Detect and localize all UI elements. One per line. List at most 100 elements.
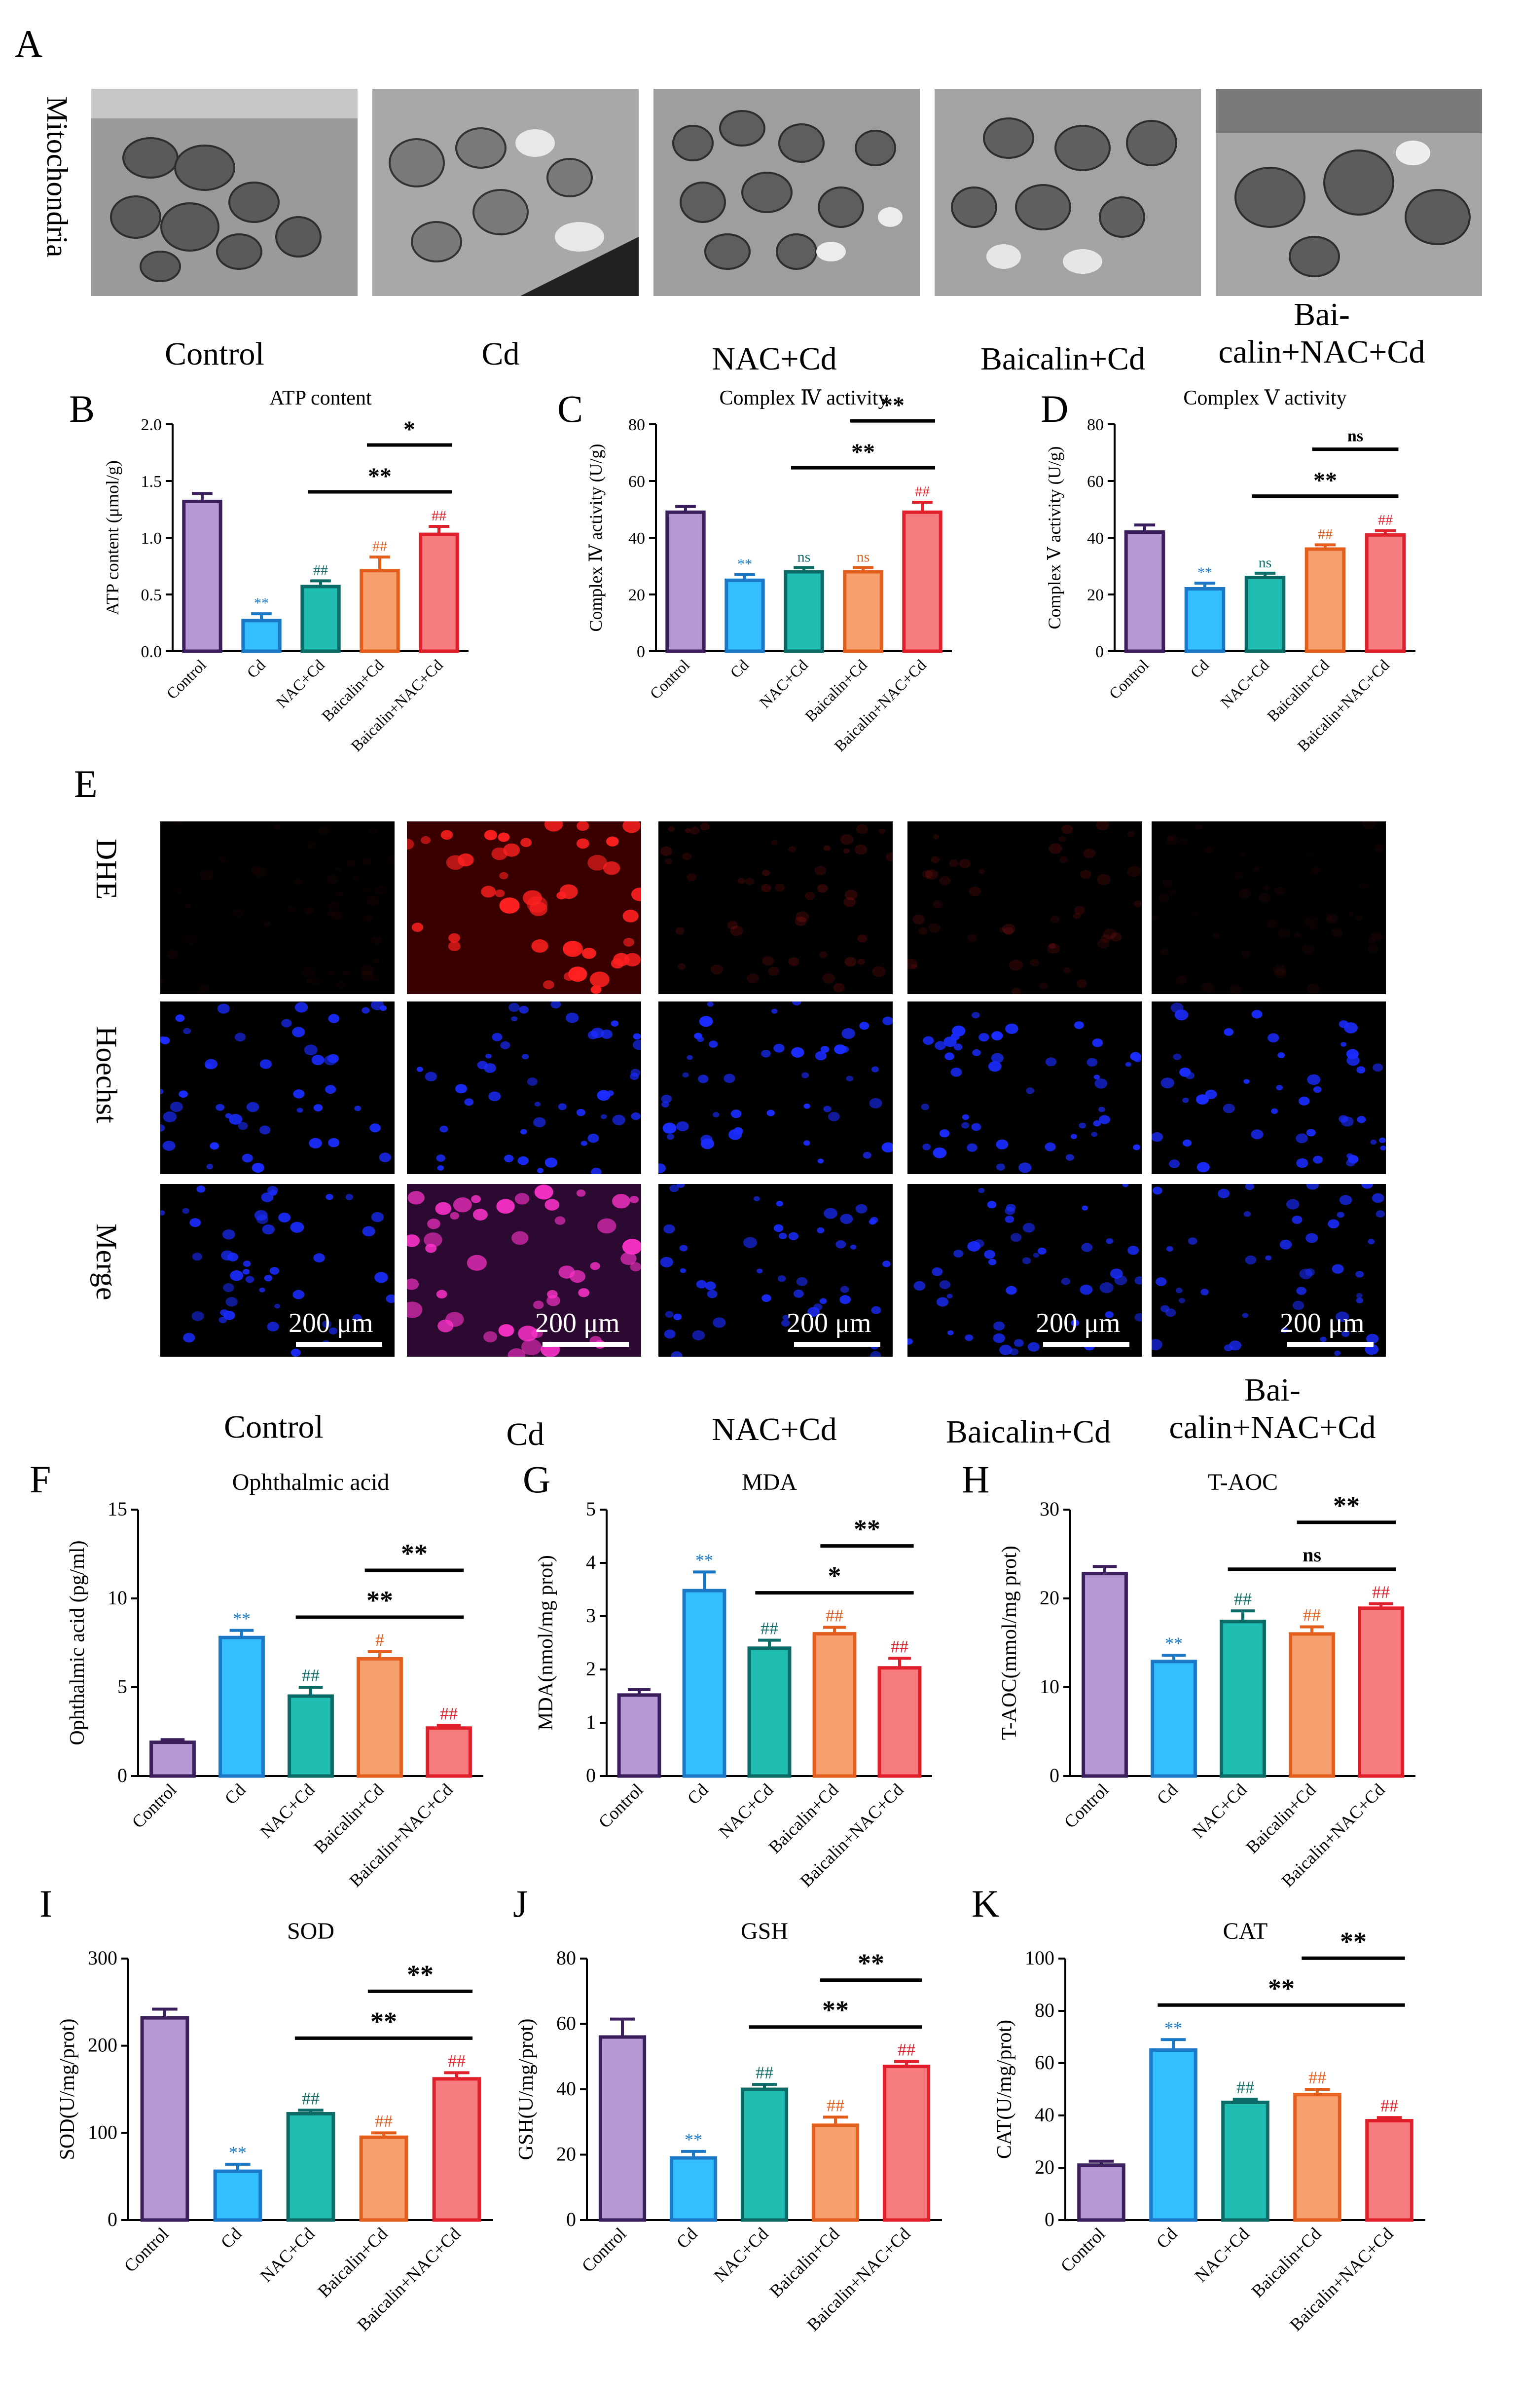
bar-F-0 [149,1741,196,1778]
nucleus [839,1295,851,1304]
comparison-label-G-0: * [828,1561,841,1591]
nucleus [407,1278,419,1290]
bar-C-0 [665,510,706,653]
nucleus [1045,1057,1057,1067]
nucleus [564,972,575,981]
nucleus [472,1209,488,1221]
category-label-B-0: Control [163,656,210,703]
nucleus [534,1102,541,1107]
scale-bar [794,1342,880,1347]
nucleus [425,1244,437,1253]
bar-I-4 [432,2077,481,2222]
nucleus [676,1121,689,1132]
nucleus [424,1232,442,1248]
bar-J-1 [669,2156,718,2222]
sig-label-I-4: ## [448,2051,466,2071]
bar-I-2 [286,2112,335,2222]
scale-bar-label: 200 μm [535,1308,620,1338]
sig-label-G-2: ## [760,1619,778,1638]
nucleus [788,846,796,852]
y-tick-label-C: 40 [628,529,645,548]
sig-label-D-1: ** [1197,564,1212,581]
chart-mda: MDA 0 1 2 3 4 5 MDA(nmol/mg prot) Control ** Cd ## N… [535,1469,932,1891]
category-label-G-0: Control [595,1779,647,1832]
nucleus [728,1129,742,1140]
nucleus [189,1218,201,1227]
nucleus [841,1028,855,1039]
nucleus [362,858,371,866]
nucleus [242,1269,250,1275]
scale-bar-label: 200 μm [1280,1308,1365,1338]
nucleus [182,1208,190,1214]
nucleus [1188,1237,1197,1245]
nucleus [931,856,940,863]
nucleus [1167,836,1174,841]
nucleus [856,824,869,834]
bar-K-0 [1077,2163,1125,2222]
bar-J-4 [882,2065,931,2222]
nucleus [1063,967,1071,973]
nucleus [173,821,183,826]
nucleus [882,1260,891,1267]
nucleus [1086,1058,1097,1067]
nucleus [200,869,214,881]
nucleus [882,1016,893,1026]
fluorescence-image [407,1001,641,1174]
nucleus [590,1262,600,1270]
nucleus [185,903,191,909]
nucleus [607,1090,614,1096]
panel-letter-i: I [39,1882,52,1925]
nucleus [1245,1255,1257,1264]
nucleus [679,1245,688,1252]
nucleus [661,1094,672,1104]
nucleus [746,973,759,983]
y-axis-label-C: Complex Ⅳ activity (U/g) [586,444,606,632]
chart-title-K: CAT [1223,1918,1268,1944]
nucleus [700,822,710,831]
nucleus [1134,1276,1142,1285]
nucleus [622,909,639,923]
fluorescence-image [1152,1001,1386,1174]
nucleus [1130,1052,1141,1061]
nucleus [1081,1243,1093,1252]
bar-D-3 [1304,547,1346,653]
nucleus [566,1012,579,1023]
nucleus [1238,889,1251,899]
panel-letter-k: K [972,1882,1000,1925]
fluorescence-image [407,821,641,994]
y-tick-label-K: 40 [1035,2104,1054,2126]
y-tick-label-D: 60 [1087,473,1104,491]
nucleus [425,1072,437,1081]
nucleus [587,1133,599,1143]
nucleus [448,941,461,952]
nucleus [885,852,893,861]
nucleus [448,933,460,943]
nucleus [623,938,635,947]
nucleus [774,884,785,892]
nucleus [1200,1289,1209,1296]
bar-D-4 [1365,533,1406,653]
nucleus [485,1053,492,1059]
bar-F-4 [426,1726,472,1778]
comparison-label-C-0: ** [851,439,875,465]
nucleus [1079,1122,1086,1129]
nucleus [871,1066,879,1073]
fluorescence-image [1152,821,1386,994]
category-label-H-3: Baicalin+Cd [1242,1779,1319,1857]
nucleus [362,1007,370,1014]
nucleus [859,1022,869,1030]
fluorescence-image [1152,1184,1386,1357]
nucleus [687,873,697,881]
nucleus [527,1077,538,1086]
nucleus [543,980,554,990]
nucleus [290,1348,301,1357]
nucleus [371,1212,384,1223]
scale-bar [543,1342,629,1347]
bar-J-3 [811,2123,860,2222]
comparison-label-H-1: ** [1333,1491,1360,1520]
nucleus [1196,1162,1210,1173]
bar-D-2 [1244,576,1286,653]
nucleus [563,941,579,955]
bar-G-2 [747,1646,792,1778]
nucleus [1014,1339,1024,1347]
